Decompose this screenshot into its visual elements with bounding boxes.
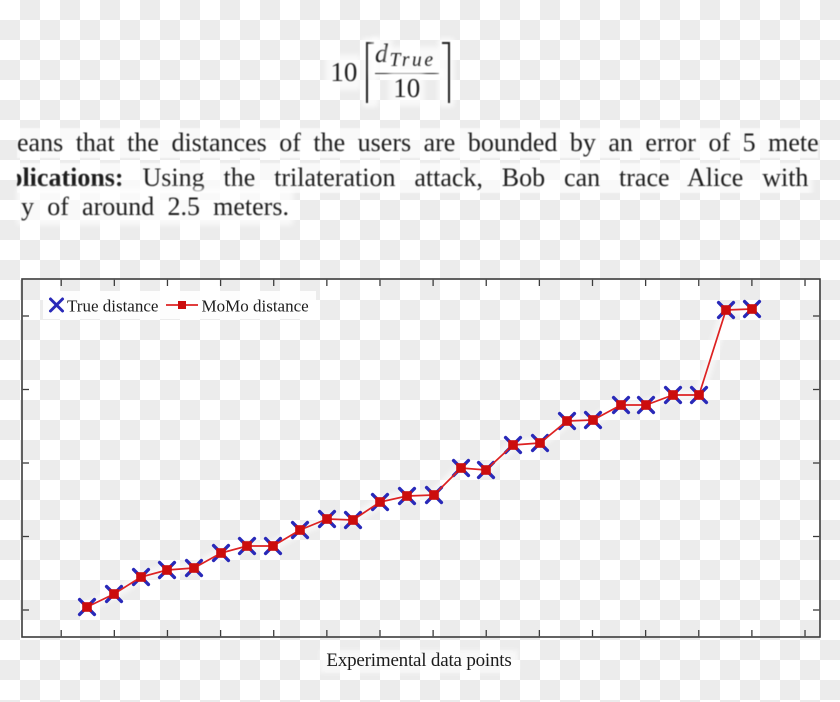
svg-text:MoMo distance: MoMo distance [202,297,309,316]
svg-text:Experimental data points: Experimental data points [326,650,511,671]
svg-text:True distance: True distance [67,297,158,316]
